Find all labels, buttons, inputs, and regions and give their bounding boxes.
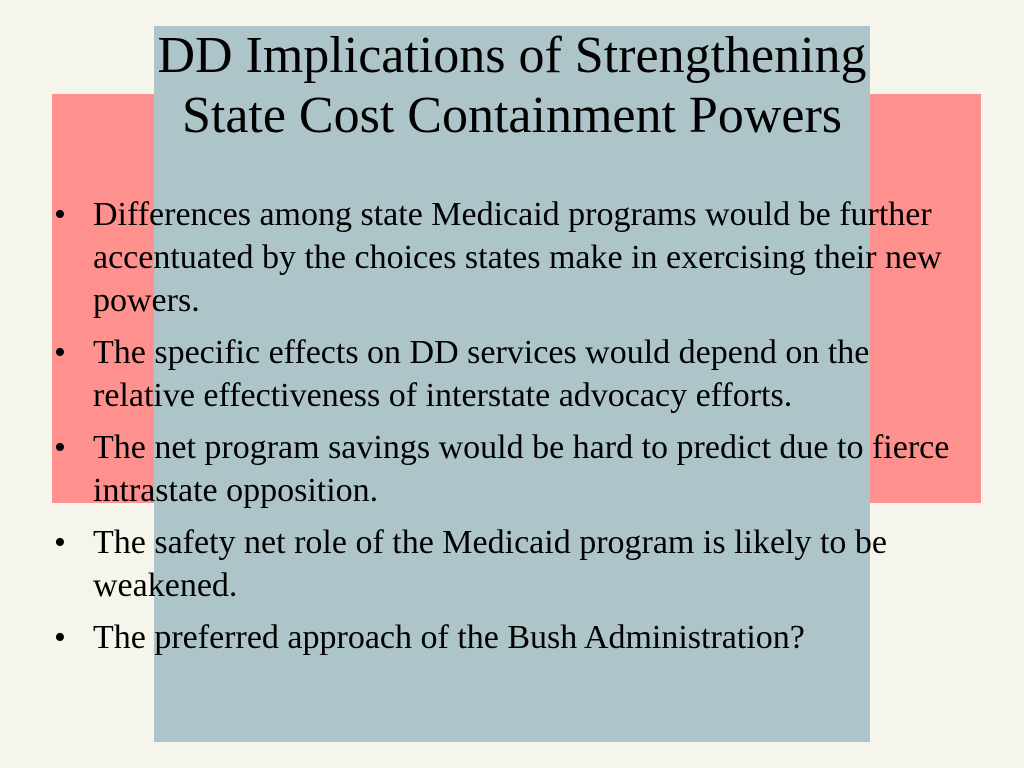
slide-title: DD Implications of Strengthening State C… [60, 26, 964, 146]
bullet-dot-icon: • [54, 334, 66, 371]
bullet-dot-icon: • [54, 196, 66, 233]
bullet-item: • The specific effects on DD services wo… [52, 331, 972, 417]
bullet-dot-icon: • [54, 524, 66, 561]
bullet-dot-icon: • [54, 429, 66, 466]
bullet-text: The net program savings would be hard to… [93, 429, 950, 509]
bullet-dot-icon: • [54, 619, 66, 656]
bullet-list: • Differences among state Medicaid progr… [52, 193, 972, 668]
bullet-text: The specific effects on DD services woul… [93, 334, 870, 414]
bullet-item: • The net program savings would be hard … [52, 426, 972, 512]
bullet-item: • Differences among state Medicaid progr… [52, 193, 972, 322]
bullet-item: • The safety net role of the Medicaid pr… [52, 521, 972, 607]
title-line-2: State Cost Containment Powers [181, 87, 843, 144]
bullet-text: Differences among state Medicaid program… [93, 196, 942, 319]
bullet-text: The safety net role of the Medicaid prog… [93, 524, 888, 604]
bullet-text: The preferred approach of the Bush Admin… [93, 619, 805, 656]
blue-background-block [154, 26, 870, 742]
bullet-item: • The preferred approach of the Bush Adm… [52, 616, 972, 659]
title-line-1: DD Implications of Strengthening [157, 27, 867, 84]
